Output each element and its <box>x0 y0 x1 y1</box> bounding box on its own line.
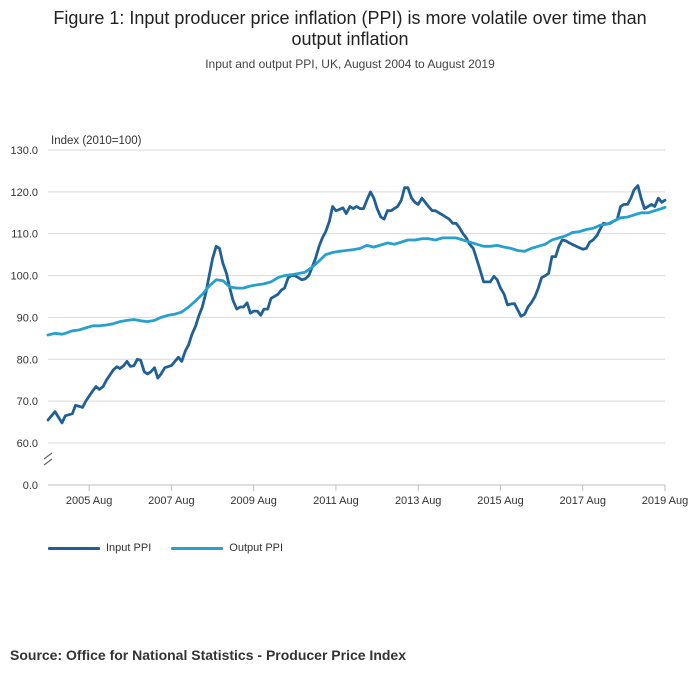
y-tick-label: 130.0 <box>10 145 38 157</box>
series-line-input-ppi <box>46 184 667 425</box>
legend-label-output-ppi: Output PPI <box>229 542 284 554</box>
x-tick-label: 2007 Aug <box>148 495 195 507</box>
y-tick-label: 70.0 <box>17 396 38 408</box>
y-tick-label: 120.0 <box>10 187 38 199</box>
x-tick-label: 2019 Aug <box>642 495 689 507</box>
chart-title-line-2: output inflation <box>291 29 409 49</box>
chart-title-line-1: Figure 1: Input producer price inflation… <box>53 8 647 28</box>
y-tick-label: 100.0 <box>10 271 38 283</box>
axis-break-mark <box>43 458 53 466</box>
legend-swatch-input-ppi <box>48 546 100 550</box>
y-tick-label: 90.0 <box>17 312 38 324</box>
x-tick-label: 2013 Aug <box>395 495 442 507</box>
chart-legend: Input PPI Output PPI <box>48 542 303 554</box>
series-line-output-ppi <box>46 205 667 337</box>
y-axis-label: Index (2010=100) <box>51 135 142 147</box>
y-tick-label: 110.0 <box>11 229 38 241</box>
source-note: Source: Office for National Statistics -… <box>10 647 406 663</box>
legend-label-input-ppi: Input PPI <box>106 542 152 554</box>
axis-break-mark <box>43 452 53 460</box>
legend-swatch-output-ppi <box>171 546 224 550</box>
chart-subtitle: Input and output PPI, UK, August 2004 to… <box>205 57 495 71</box>
y-tick-label: 0.0 <box>23 480 38 492</box>
x-tick-label: 2005 Aug <box>66 495 113 507</box>
x-tick-label: 2017 Aug <box>559 495 606 507</box>
legend-item-input-ppi: Input PPI <box>48 542 151 554</box>
y-tick-label: 80.0 <box>17 354 38 366</box>
x-tick-label: 2011 Aug <box>313 495 359 507</box>
x-tick-label: 2009 Aug <box>230 495 277 507</box>
x-tick-label: 2015 Aug <box>477 495 524 507</box>
chart-title: Figure 1: Input producer price inflation… <box>0 8 700 50</box>
legend-item-output-ppi: Output PPI <box>171 542 283 554</box>
y-tick-label: 60.0 <box>17 438 38 450</box>
